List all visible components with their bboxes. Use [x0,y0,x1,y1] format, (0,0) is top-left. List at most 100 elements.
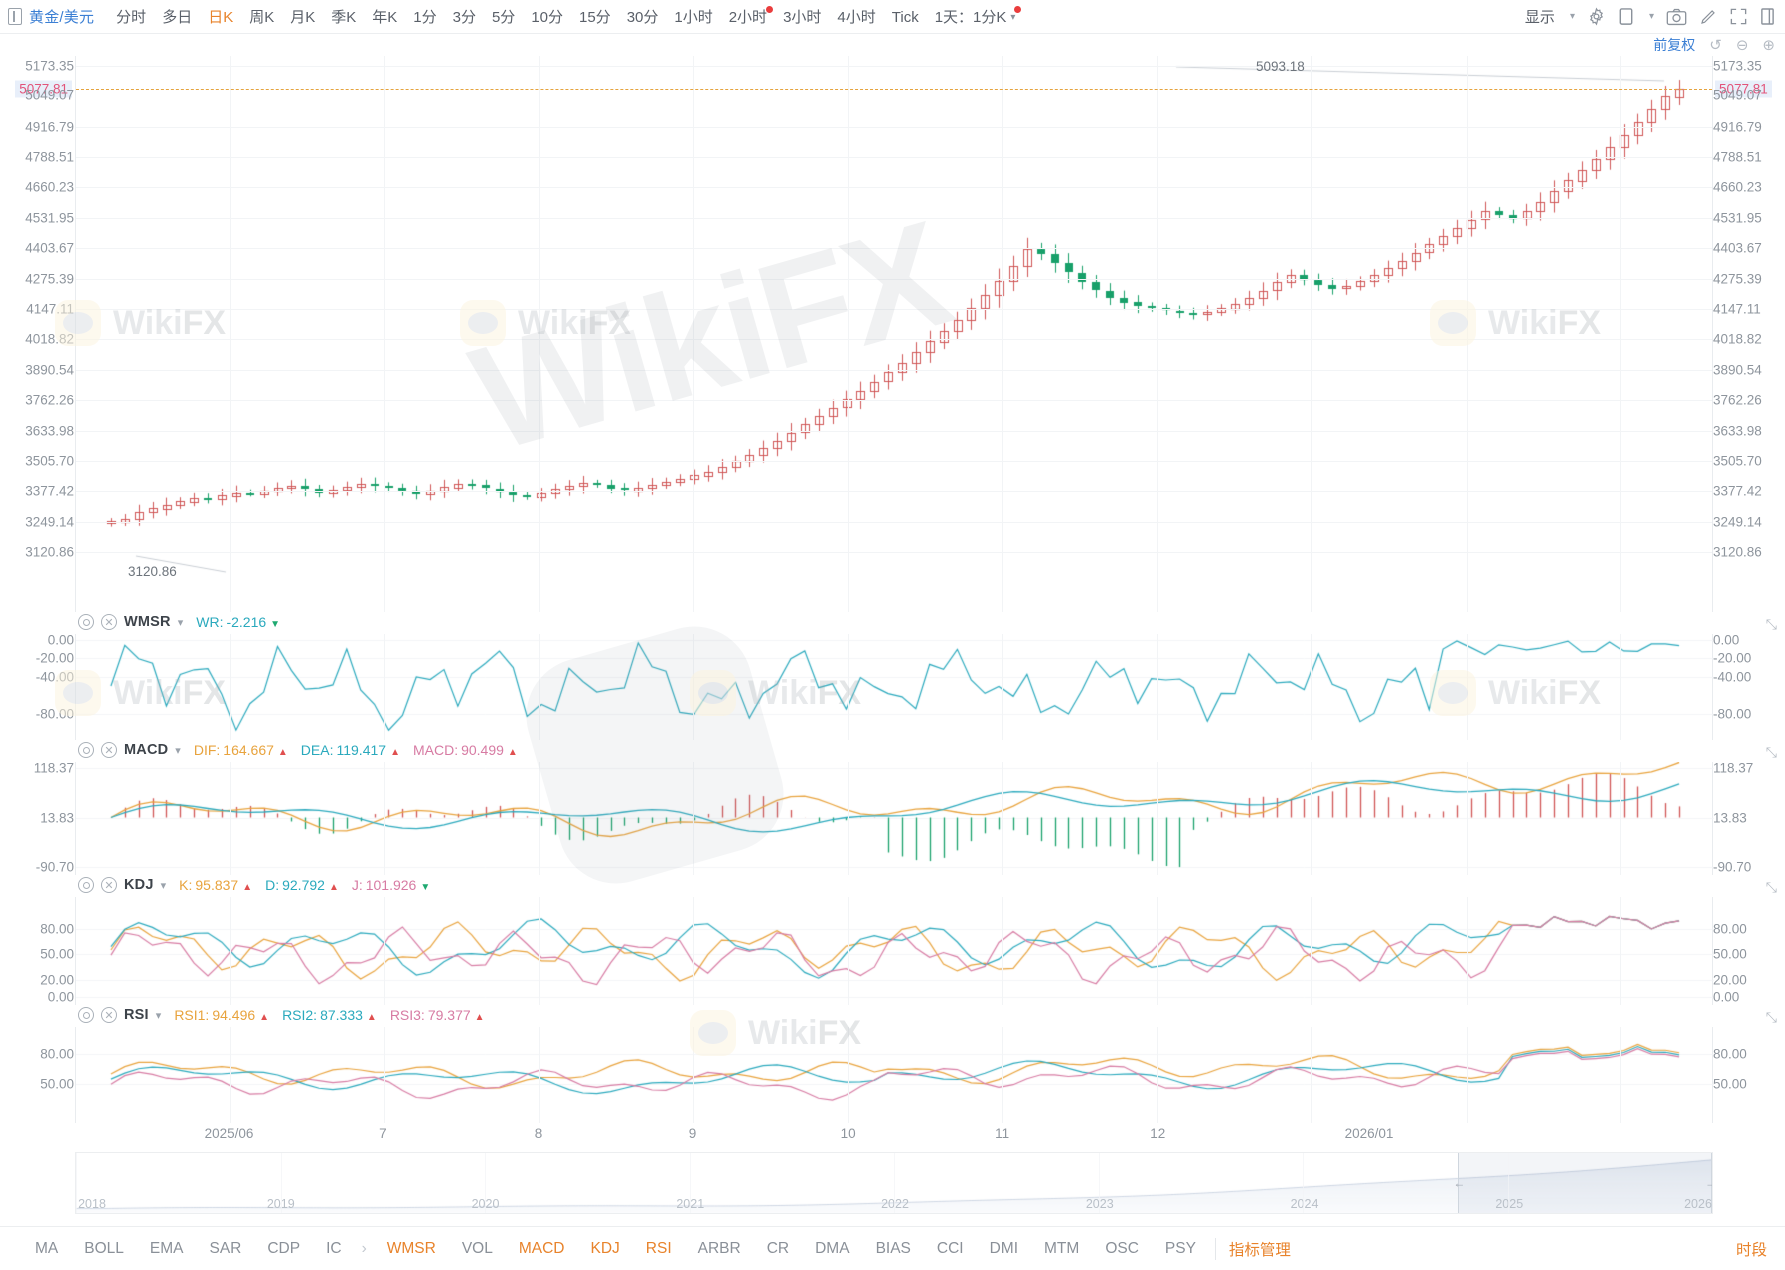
indicator-button-DMA[interactable]: DMA [815,1239,850,1257]
gear-icon[interactable] [1587,7,1606,26]
price-tick-right-15: 3377.42 [1713,483,1762,499]
chart-panel-icon[interactable] [8,8,22,25]
timeframe-18[interactable]: 1天：1分K ▾ [927,6,1024,26]
price-axis-right[interactable]: 5173.35 5077.81 5049.07 4916.79 4788.51 4660.… [1713,56,1785,612]
indicator-plot-kdj [75,897,1714,1005]
indicator-button-CR[interactable]: CR [766,1239,790,1257]
sidebar-icon[interactable] [1760,7,1775,26]
chevron-down-icon[interactable]: ▾ [1010,12,1016,23]
timeframe-1[interactable]: 多日 [162,9,193,26]
display-menu[interactable]: 显示 [1524,9,1555,26]
indicator-button-ARBR[interactable]: ARBR [697,1239,741,1257]
range-minimap[interactable]: ← → 201820192020202120222023202420252026 [75,1152,1713,1214]
price-tick-right-5: 4660.23 [1713,179,1762,195]
gear-icon[interactable] [78,742,94,758]
gridline [76,157,1712,159]
chevron-down-icon[interactable]: ▾ [160,879,167,892]
layout-chevron-down-icon[interactable]: ▾ [1648,11,1654,22]
minus-icon[interactable]: ⊖ [1735,37,1749,54]
gridline-v [1311,897,1313,1005]
close-icon[interactable]: ✕ [101,1007,117,1023]
indicator-button-VOL[interactable]: VOL [461,1239,493,1257]
indicator-button-IC[interactable]: IC [326,1239,342,1257]
timeframe-11[interactable]: 15分 [579,9,611,26]
timeframe-14[interactable]: 2小时 [721,6,775,26]
minimap-gridline [689,1153,691,1213]
indicator-pane-rsi[interactable]: ✕ RSI ▾ RSI1: 94.496 ▲ RSI2: 87.333 ▲ RSI3: 79.377… [0,1005,1785,1123]
price-chart-pane[interactable]: 5093.18 3120.86 5173.35 5077.81 5049.07 491… [0,56,1785,612]
gridline [76,552,1712,553]
minimap-handle-right[interactable]: → [1705,1176,1712,1190]
timeframe-5[interactable]: 季K [331,9,357,26]
timeframe-9[interactable]: 5分 [491,9,516,26]
trend-down-icon: ▼ [420,882,431,893]
indicator-button-WMSR[interactable]: WMSR [386,1239,436,1257]
pencil-icon[interactable] [1699,8,1717,26]
expand-icon[interactable]: ⤡ [1765,879,1777,895]
indicator-button-RSI[interactable]: RSI [645,1239,672,1257]
indicator-button-MACD[interactable]: MACD [518,1239,565,1257]
adjustment-mode[interactable]: 前复权 [1653,37,1696,53]
indicator-button-EMA[interactable]: EMA [149,1239,184,1257]
timeframe-17[interactable]: Tick [891,9,919,26]
gear-icon[interactable] [78,877,94,893]
indicator-button-指标管理[interactable]: 指标管理 [1214,1237,1304,1260]
period-button[interactable]: 时段 [1735,1241,1767,1259]
undo-icon[interactable]: ↺ [1709,37,1722,54]
chevron-down-icon[interactable]: ▾ [175,744,181,757]
indicator-pane-wmsr[interactable]: ✕ WMSR ▾ WR: -2.216 ▼ ⤡ 0.00 -20.00 -40.00 -80.00 0… [0,612,1785,740]
gridline-v [383,897,385,1005]
minimap-selection[interactable]: ← → [1453,1153,1712,1213]
timeframe-15[interactable]: 3小时 [783,9,822,26]
indicator-button-BIAS[interactable]: BIAS [875,1239,911,1257]
timeframe-13[interactable]: 1小时 [674,9,713,26]
camera-icon[interactable] [1666,8,1687,26]
minimap-handle-left[interactable]: ← [1453,1176,1466,1190]
timeframe-7[interactable]: 1分 [413,9,437,26]
close-icon[interactable]: ✕ [101,742,117,758]
timeframe-6[interactable]: 年K [372,9,398,26]
symbol-name[interactable]: 黄金/美元 [29,9,95,26]
close-icon[interactable]: ✕ [101,877,117,893]
close-icon[interactable]: ✕ [101,614,117,630]
indicator-value-number: 95.837 [195,877,239,893]
indicator-button-KDJ[interactable]: KDJ [590,1239,620,1257]
timeframe-10[interactable]: 10分 [531,9,563,26]
expand-icon[interactable]: ⤡ [1765,616,1777,632]
expand-icon[interactable]: ⤡ [1765,1009,1777,1025]
toolbar-left-group: 黄金/美元 分时 多日 日K 周K 月K 季K 年K 1分 3分 5分 10分 15分 30分 1小时 2小… [0,6,1023,27]
gear-icon[interactable] [78,614,94,630]
plus-icon[interactable]: ⊕ [1762,37,1775,54]
timeframe-2[interactable]: 日K [208,9,234,26]
indicator-button-DMI[interactable]: DMI [989,1239,1019,1257]
minimap-gridline [76,1153,77,1213]
indicator-pane-kdj[interactable]: ✕ KDJ ▾ K: 95.837 ▲ D: 92.792 ▲ J: 101.926 ▼ ⤡ 80.00 5… [0,875,1785,1005]
timeframe-0[interactable]: 分时 [116,9,147,26]
timeframe-12[interactable]: 30分 [626,9,659,26]
price-axis-left[interactable]: 5173.35 5077.81 5049.07 4916.79 4788.51 4660.… [0,56,74,612]
timeframe-16[interactable]: 4小时 [837,9,876,26]
indicator-button-more[interactable]: › [361,1239,367,1257]
indicator-plot-macd [75,762,1714,875]
indicator-button-OSC[interactable]: OSC [1105,1239,1139,1257]
indicator-pane-macd[interactable]: ✕ MACD ▾ DIF: 164.667 ▲ DEA: 119.417 ▲ MACD: 90.49… [0,740,1785,875]
layout-icon[interactable] [1618,7,1634,26]
indicator-button-CCI[interactable]: CCI [936,1239,964,1257]
timeframe-4[interactable]: 月K [290,9,316,26]
gear-icon[interactable] [78,1007,94,1023]
timeframe-8[interactable]: 3分 [452,9,476,26]
gridline [76,66,1712,67]
indicator-button-CDP[interactable]: CDP [267,1239,301,1257]
chevron-down-icon[interactable]: ▾ [1569,11,1575,22]
gridline-v [1466,56,1468,612]
indicator-button-SAR[interactable]: SAR [209,1239,242,1257]
indicator-button-BOLL[interactable]: BOLL [84,1239,124,1257]
expand-icon[interactable]: ⤡ [1765,744,1777,760]
chevron-down-icon[interactable]: ▾ [177,616,184,629]
indicator-button-MA[interactable]: MA [35,1239,59,1257]
timeframe-3[interactable]: 周K [249,9,275,26]
indicator-button-MTM[interactable]: MTM [1044,1239,1080,1257]
chevron-down-icon[interactable]: ▾ [155,1009,162,1022]
indicator-button-PSY[interactable]: PSY [1164,1239,1196,1257]
fullscreen-icon[interactable] [1729,7,1748,26]
